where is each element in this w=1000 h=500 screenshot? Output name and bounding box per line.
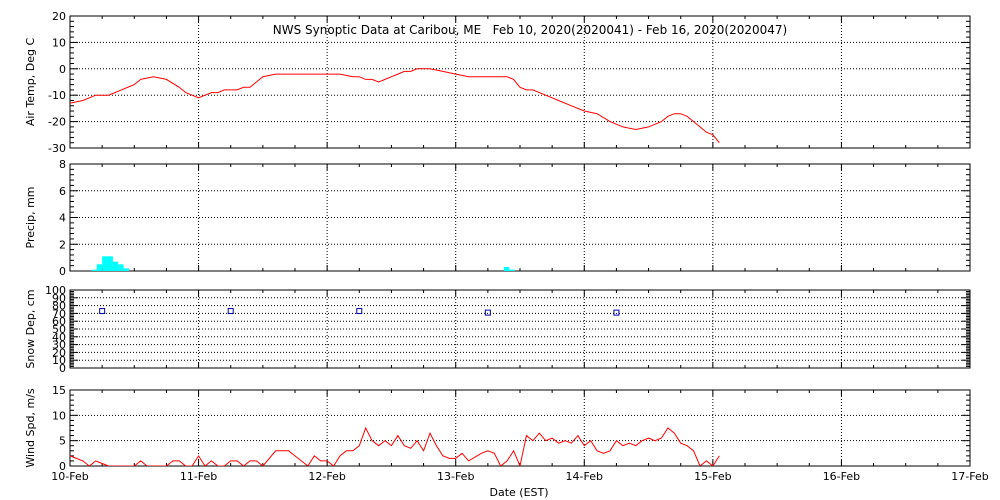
x-tick-label: 14-Feb bbox=[566, 470, 603, 483]
series-group bbox=[70, 426, 720, 466]
precip-bar bbox=[96, 264, 103, 271]
x-tick-label: 15-Feb bbox=[694, 470, 731, 483]
y-tick-label: 5 bbox=[59, 435, 66, 448]
y-tick-label: 10 bbox=[52, 409, 66, 422]
x-axis-label: Date (EST) bbox=[489, 486, 548, 499]
y-tick-label: 20 bbox=[52, 346, 66, 359]
precip-bar bbox=[102, 256, 108, 271]
x-tick-label: 11-Feb bbox=[180, 470, 217, 483]
y-axis-label: Air Temp, Deg C bbox=[24, 38, 37, 127]
y-tick-label: 50 bbox=[52, 323, 66, 336]
precip-bar bbox=[503, 266, 510, 271]
x-tick-label: 16-Feb bbox=[823, 470, 860, 483]
y-tick-label: 2 bbox=[59, 238, 66, 251]
y-tick-label: 4 bbox=[59, 212, 66, 225]
x-tick-label: 13-Feb bbox=[437, 470, 474, 483]
precip-bar bbox=[509, 269, 515, 271]
y-tick-label: 15 bbox=[52, 384, 66, 397]
panel-1: -30 -20 -10 0 10 20 Air Temp, Deg C bbox=[24, 10, 971, 155]
snow-depth-marker bbox=[227, 308, 234, 315]
y-tick-label: 70 bbox=[52, 307, 66, 320]
y-tick-label: 30 bbox=[52, 339, 66, 352]
y-tick-label: 8 bbox=[59, 158, 66, 171]
y-axis-label: Precip, mm bbox=[24, 187, 37, 249]
y-tick-label: -10 bbox=[48, 89, 66, 102]
series-group bbox=[99, 308, 620, 316]
snow-depth-marker bbox=[484, 309, 491, 316]
chart-title: NWS Synoptic Data at Caribou, ME Feb 10,… bbox=[273, 23, 788, 37]
y-axis-label: Snow Dep, cm bbox=[24, 289, 37, 368]
series-line bbox=[70, 426, 720, 466]
x-tick-label: 10-Feb bbox=[51, 470, 88, 483]
x-tick-label: 12-Feb bbox=[308, 470, 345, 483]
panel-2: 0 2 4 6 8 Precip, mm bbox=[24, 158, 971, 278]
precip-bar bbox=[118, 264, 124, 271]
y-tick-label: 10 bbox=[52, 354, 66, 367]
x-tick-label: 17-Feb bbox=[951, 470, 988, 483]
precip-bar bbox=[91, 269, 97, 271]
precip-bar bbox=[112, 261, 119, 271]
snow-depth-marker bbox=[99, 308, 106, 315]
y-tick-label: 10 bbox=[52, 36, 66, 49]
y-tick-label: -30 bbox=[48, 142, 66, 155]
y-tick-label: 0 bbox=[59, 362, 66, 375]
snow-depth-marker bbox=[613, 309, 620, 316]
y-tick-label: 20 bbox=[52, 10, 66, 23]
series-line bbox=[70, 68, 720, 144]
snow-depth-marker bbox=[356, 308, 363, 315]
series-group bbox=[70, 68, 720, 144]
y-tick-label: 6 bbox=[59, 185, 66, 198]
y-tick-label: 0 bbox=[59, 460, 66, 473]
y-tick-label: 80 bbox=[52, 300, 66, 313]
y-tick-label: 0 bbox=[59, 63, 66, 76]
series-group bbox=[91, 256, 515, 271]
precip-bar bbox=[107, 256, 113, 271]
y-axis-label: Wind Spd, m/s bbox=[24, 388, 37, 468]
y-tick-label: 90 bbox=[52, 292, 66, 305]
y-tick-label: -20 bbox=[48, 116, 66, 129]
panel-4: 0 5 10 15 Wind Spd, m/s bbox=[24, 384, 971, 473]
y-tick-label: 40 bbox=[52, 331, 66, 344]
y-tick-label: 100 bbox=[45, 284, 66, 297]
y-tick-label: 60 bbox=[52, 315, 66, 328]
precip-bar bbox=[123, 268, 129, 271]
y-tick-label: 0 bbox=[59, 265, 66, 278]
